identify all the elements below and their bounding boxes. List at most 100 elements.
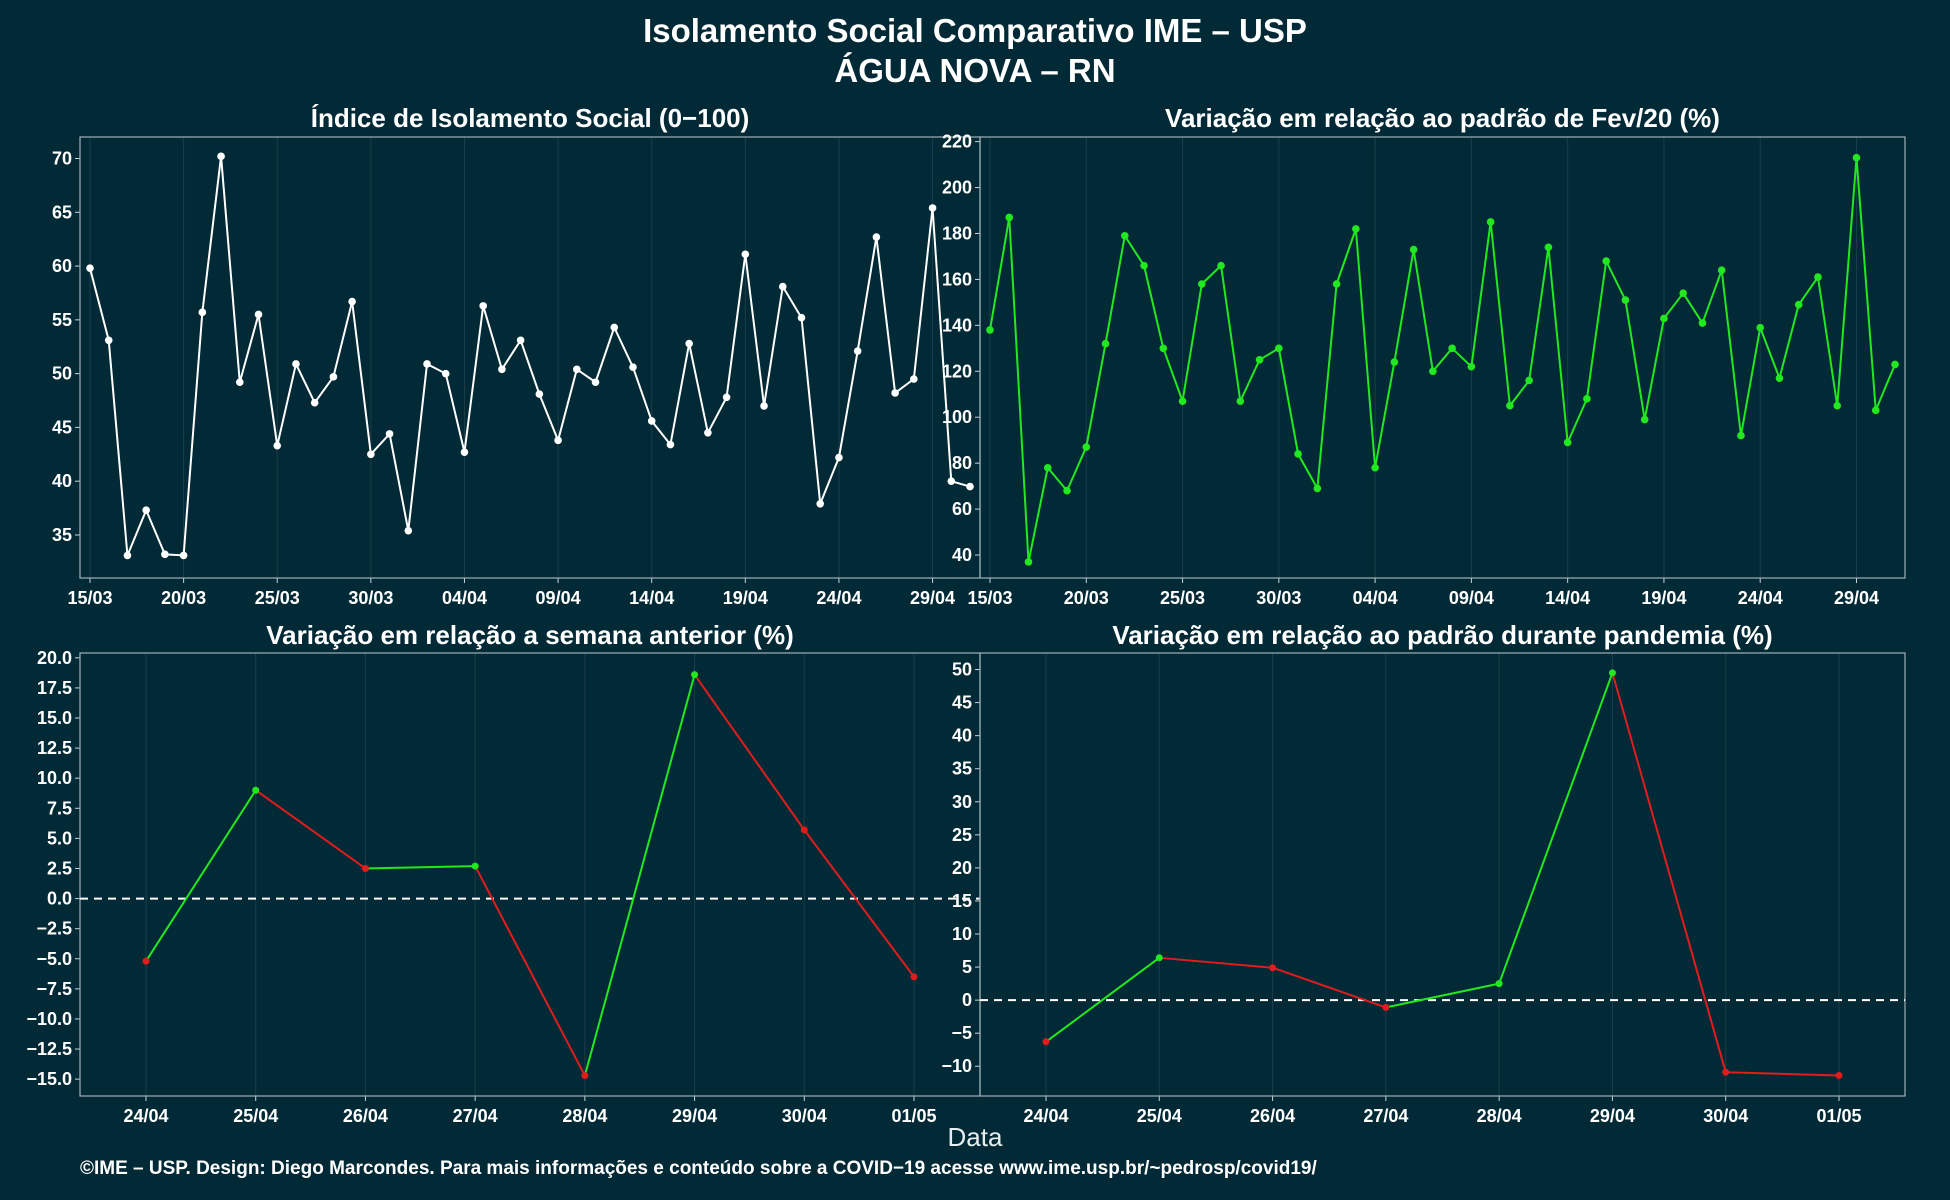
series-segment — [1498, 672, 1614, 984]
x-tick-label: 09/04 — [536, 588, 581, 608]
data-point — [554, 436, 562, 445]
x-tick-label: 27/04 — [1363, 1106, 1408, 1126]
x-tick-label: 30/03 — [1256, 588, 1301, 608]
data-point — [1332, 280, 1341, 288]
series-segment — [1201, 264, 1222, 285]
data-point — [647, 417, 656, 425]
data-point — [254, 310, 263, 319]
y-tick-label: 5 — [962, 957, 972, 977]
data-point — [348, 297, 356, 306]
series-segment — [388, 433, 410, 531]
series-segment — [1412, 249, 1434, 372]
series-segment — [1663, 292, 1684, 320]
data-point — [385, 430, 394, 438]
y-tick-label: −12.5 — [26, 1039, 72, 1059]
data-point — [329, 373, 338, 381]
series-segment — [1611, 672, 1727, 1073]
y-tick-label: 120 — [942, 361, 972, 381]
x-tick-label: 04/04 — [1353, 588, 1398, 608]
data-point — [471, 862, 479, 870]
data-point — [1722, 1068, 1730, 1076]
x-tick-label: 29/04 — [1590, 1106, 1635, 1126]
series-segment — [931, 207, 953, 482]
data-point — [1506, 401, 1514, 410]
data-point — [123, 551, 132, 560]
y-tick-label: 15 — [952, 891, 972, 911]
x-tick-label: 15/03 — [967, 588, 1012, 608]
series-segment — [295, 363, 316, 404]
data-point — [310, 398, 319, 407]
series-segment — [706, 396, 728, 434]
x-tick-label: 15/03 — [67, 588, 112, 608]
data-point — [1891, 360, 1899, 369]
series-segment — [89, 267, 110, 341]
data-point — [1101, 339, 1110, 348]
y-tick-label: 220 — [942, 132, 972, 152]
data-point — [835, 453, 843, 462]
data-point — [1833, 401, 1842, 410]
data-point — [891, 389, 899, 397]
data-point — [581, 1072, 589, 1080]
series-segment — [407, 363, 429, 531]
series-segment — [1682, 292, 1704, 324]
series-segment — [313, 376, 335, 404]
x-tick-label: 28/04 — [562, 1106, 607, 1126]
y-tick-label: 35 — [952, 759, 972, 779]
series-segment — [538, 393, 560, 441]
x-tick-label: 01/05 — [1816, 1106, 1861, 1126]
data-point — [666, 440, 675, 449]
data-point — [1409, 245, 1418, 254]
data-point — [1159, 344, 1168, 353]
series-segment — [856, 236, 878, 352]
series-segment — [1181, 283, 1203, 402]
data-point — [1198, 280, 1206, 288]
data-point — [685, 339, 693, 348]
series-segment — [107, 340, 129, 556]
data-point — [1120, 231, 1129, 240]
data-point — [404, 526, 413, 535]
series-segment — [1701, 269, 1723, 324]
data-point — [797, 313, 806, 322]
y-tick-label: 10 — [952, 924, 972, 944]
series-segment — [1759, 327, 1781, 379]
series-segment — [351, 301, 372, 455]
series-segment — [365, 865, 476, 870]
x-tick-label: 04/04 — [442, 588, 487, 608]
panel-feb-variation: 15/03 20/03 25/03 30/03 04/04 09/04 14/04 19/04… — [942, 132, 1906, 608]
x-tick-label: 27/04 — [453, 1106, 498, 1126]
data-point — [1178, 397, 1187, 405]
series-segment — [1385, 982, 1500, 1009]
series-segment — [1509, 379, 1530, 407]
x-tick-label: 24/04 — [816, 588, 861, 608]
data-point — [1660, 314, 1668, 323]
y-tick-label: 2.5 — [47, 858, 72, 878]
data-point — [1382, 1003, 1390, 1011]
data-point — [816, 499, 825, 508]
y-tick-label: 60 — [52, 256, 72, 276]
series-segment — [276, 363, 297, 446]
series-segment — [1720, 270, 1742, 436]
data-point — [1608, 669, 1616, 677]
x-tick-label: 26/04 — [1250, 1106, 1295, 1126]
x-tick-label: 29/04 — [910, 588, 955, 608]
series-segment — [444, 373, 466, 453]
series-segment — [594, 327, 616, 383]
series-segment — [255, 789, 367, 870]
series-segment — [1725, 1071, 1840, 1077]
y-tick-label: 200 — [942, 178, 972, 198]
y-tick-label: 7.5 — [47, 798, 72, 818]
x-tick-label: 30/03 — [348, 588, 393, 608]
series-segment — [1566, 398, 1588, 443]
series-segment — [669, 343, 691, 445]
data-point — [441, 369, 450, 378]
series-segment — [800, 317, 822, 504]
series-segment — [145, 509, 166, 555]
series-segment — [332, 301, 354, 378]
series-segment — [1393, 249, 1415, 363]
series-segment — [1624, 299, 1646, 420]
series-segment — [1162, 347, 1184, 402]
data-point — [1255, 355, 1264, 364]
data-point — [1371, 463, 1379, 472]
data-point — [704, 428, 712, 437]
x-tick-label: 26/04 — [343, 1106, 388, 1126]
